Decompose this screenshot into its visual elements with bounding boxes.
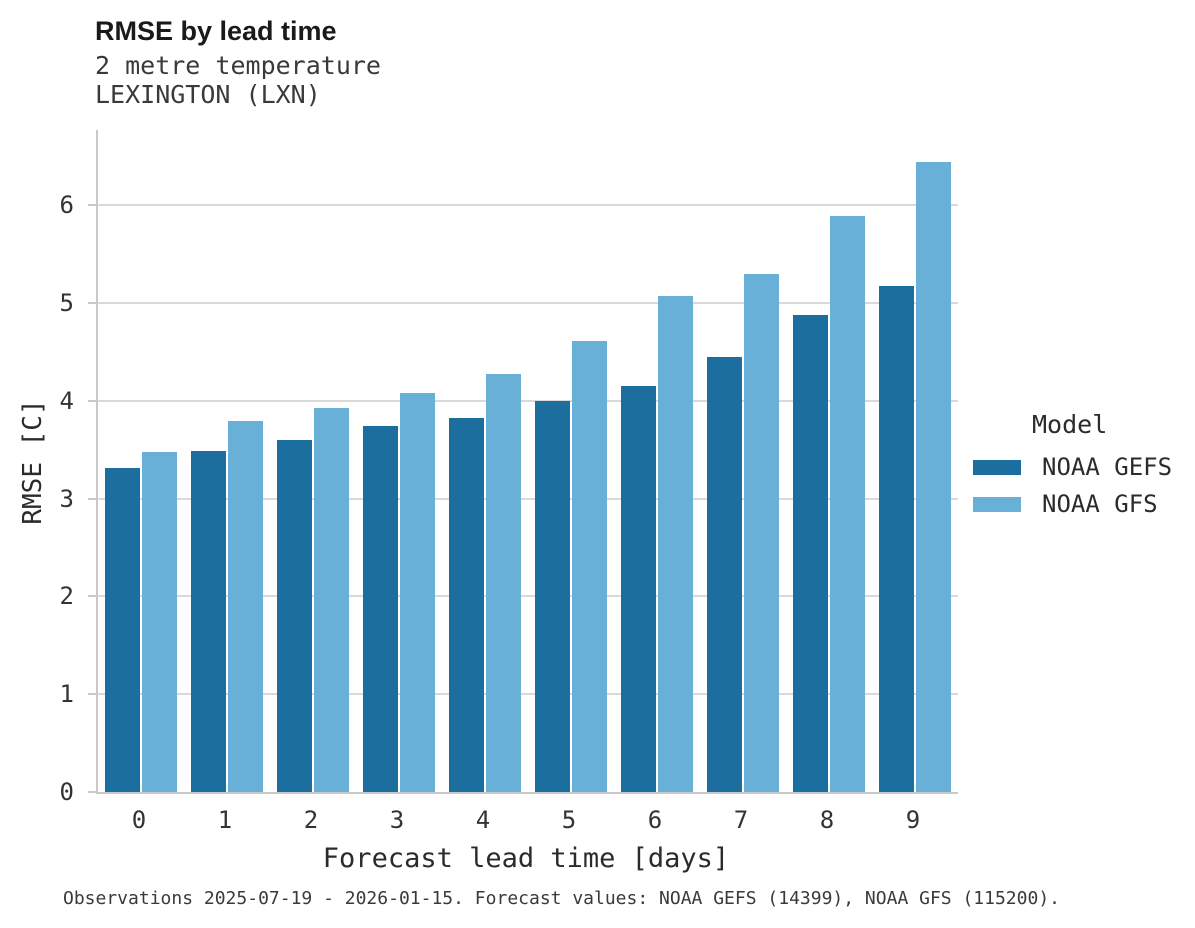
bar-group-1 — [184, 130, 270, 792]
bar-noaa-gefs-3 — [363, 426, 398, 792]
y-tick-mark-2 — [88, 595, 96, 598]
x-tick-label-2: 2 — [303, 806, 319, 834]
bar-noaa-gefs-8 — [793, 314, 828, 792]
y-tick-label-6: 6 — [59, 191, 74, 220]
y-tick-label-0: 0 — [59, 778, 74, 806]
chart-subtitle-variable: 2 metre temperature — [95, 51, 381, 80]
y-tick-mark-1 — [88, 693, 96, 696]
chart-title: RMSE by lead time — [95, 16, 337, 46]
y-tick-mark-4 — [88, 399, 96, 402]
y-tick-mark-3 — [88, 497, 96, 500]
x-tick-label-7: 7 — [733, 806, 749, 834]
legend-swatch-icon — [973, 459, 1021, 475]
gridline-y-5 — [98, 302, 958, 305]
x-tick-label-1: 1 — [217, 806, 233, 834]
bar-noaa-gefs-0 — [105, 468, 140, 792]
y-tick-label-2: 2 — [59, 582, 74, 611]
footnote-caption: Observations 2025-07-19 - 2026-01-15. Fo… — [63, 888, 1060, 909]
bar-noaa-gfs-2 — [314, 407, 349, 792]
bar-noaa-gfs-0 — [142, 451, 177, 792]
bar-noaa-gfs-7 — [744, 273, 779, 792]
bar-noaa-gfs-4 — [486, 374, 521, 792]
y-tick-mark-0 — [88, 791, 96, 793]
legend-label: NOAA GFS — [1042, 490, 1158, 518]
bar-noaa-gefs-1 — [191, 450, 226, 792]
bar-noaa-gfs-1 — [228, 421, 263, 792]
bar-noaa-gefs-9 — [879, 286, 914, 792]
bar-group-5 — [528, 130, 614, 792]
bar-noaa-gfs-5 — [572, 341, 607, 792]
x-tick-label-6: 6 — [647, 806, 663, 834]
gridline-y-2 — [98, 595, 958, 598]
y-tick-label-3: 3 — [59, 484, 74, 513]
bar-group-8 — [786, 130, 872, 792]
legend-item-noaa-gefs: NOAA GEFS — [973, 453, 1188, 481]
bar-noaa-gfs-3 — [400, 393, 435, 792]
x-tick-label-5: 5 — [561, 806, 577, 834]
x-axis-tick-labels: 0 1 2 3 4 5 6 7 8 9 — [96, 806, 956, 834]
legend-item-noaa-gfs: NOAA GFS — [973, 490, 1188, 518]
bar-group-7 — [700, 130, 786, 792]
bar-noaa-gefs-4 — [449, 418, 484, 792]
bar-group-3 — [356, 130, 442, 792]
y-tick-mark-6 — [88, 204, 96, 207]
bar-noaa-gfs-8 — [830, 216, 865, 792]
legend-title: Model — [1032, 410, 1108, 439]
y-tick-label-5: 5 — [59, 289, 74, 318]
x-tick-label-0: 0 — [131, 806, 147, 834]
bar-noaa-gfs-9 — [916, 162, 951, 792]
gridline-y-3 — [98, 497, 958, 500]
x-tick-label-3: 3 — [389, 806, 405, 834]
y-tick-label-1: 1 — [59, 680, 74, 709]
bar-series-container — [98, 130, 958, 792]
bar-noaa-gefs-2 — [277, 439, 312, 792]
bar-group-9 — [872, 130, 958, 792]
gridline-y-4 — [98, 399, 958, 402]
x-tick-label-4: 4 — [475, 806, 491, 834]
legend: Model NOAA GEFS NOAA GFS — [973, 410, 1188, 527]
bar-group-4 — [442, 130, 528, 792]
y-tick-mark-5 — [88, 302, 96, 305]
gridline-y-1 — [98, 693, 958, 696]
legend-label: NOAA GEFS — [1042, 453, 1173, 481]
bar-noaa-gefs-7 — [707, 356, 742, 792]
chart-subtitle-station: LEXINGTON (LXN) — [95, 80, 321, 109]
x-axis-title: Forecast lead time [days] — [322, 843, 730, 874]
gridline-y-6 — [98, 204, 958, 207]
legend-rows: NOAA GEFS NOAA GFS — [973, 453, 1188, 518]
bar-group-2 — [270, 130, 356, 792]
y-tick-label-4: 4 — [59, 386, 74, 415]
bar-noaa-gfs-6 — [658, 296, 693, 792]
bar-group-0 — [98, 130, 184, 792]
legend-swatch-icon — [973, 496, 1021, 512]
bar-group-6 — [614, 130, 700, 792]
bar-noaa-gefs-6 — [621, 386, 656, 792]
x-tick-label-9: 9 — [905, 806, 921, 834]
bar-noaa-gefs-5 — [535, 400, 570, 792]
x-tick-label-8: 8 — [819, 806, 835, 834]
y-axis-title: RMSE [C] — [18, 399, 48, 525]
plot-area — [88, 130, 958, 794]
